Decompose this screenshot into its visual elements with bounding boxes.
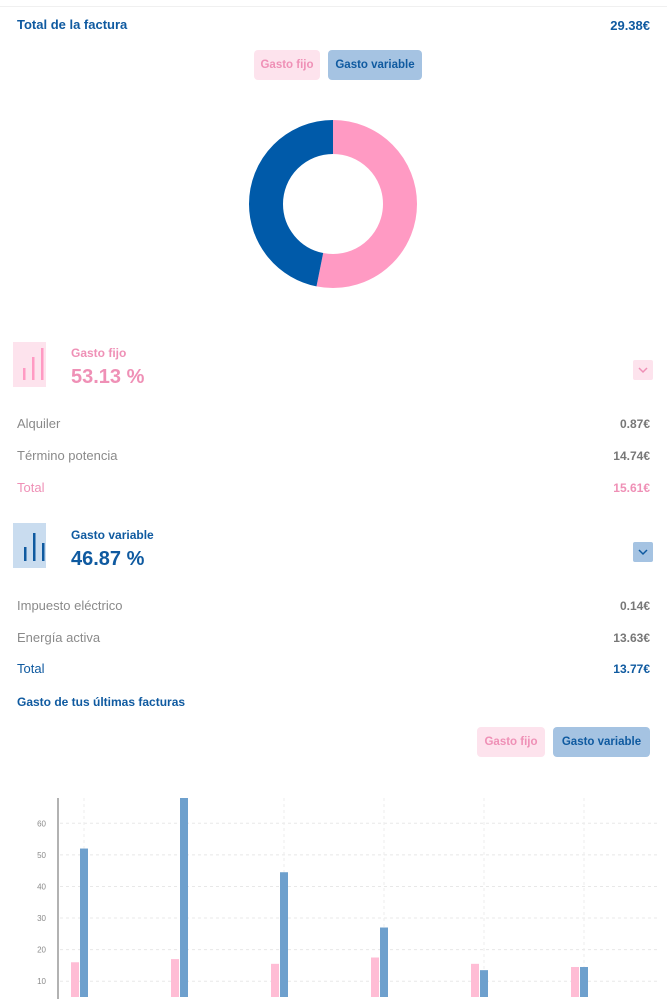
y-tick-label: 40 — [37, 882, 46, 891]
bar-gasto-fijo — [171, 959, 179, 997]
top-divider — [0, 6, 667, 7]
variable-chart-icon — [13, 523, 46, 568]
variable-total-value: 13.77€ — [613, 662, 650, 676]
fijo-total-value: 15.61€ — [613, 481, 650, 495]
fijo-chart-icon — [13, 342, 46, 387]
fijo-row-value: 14.74€ — [613, 449, 650, 463]
variable-row-value: 0.14€ — [619, 599, 650, 613]
history-toggle-gasto-fijo[interactable]: Gasto fijo — [477, 727, 545, 757]
donut-chart — [249, 120, 417, 288]
invoice-total-label: Total de la factura — [17, 17, 128, 32]
bar-gasto-fijo — [471, 963, 479, 997]
fijo-total-label: Total — [17, 480, 45, 495]
bar-gasto-variable — [180, 798, 188, 997]
bar-gasto-fijo — [371, 957, 379, 997]
fijo-row-label: Alquiler — [17, 416, 61, 431]
fijo-row-value: 0.87€ — [619, 417, 650, 431]
bar-gasto-variable — [580, 966, 588, 997]
toggle-gasto-variable[interactable]: Gasto variable — [328, 50, 422, 80]
variable-title: Gasto variable — [71, 528, 154, 542]
toggle-gasto-fijo[interactable]: Gasto fijo — [254, 50, 320, 80]
fijo-title: Gasto fijo — [71, 346, 127, 360]
y-tick-label: 30 — [37, 914, 46, 923]
variable-total-label: Total — [17, 661, 45, 676]
bar-gasto-fijo — [271, 963, 279, 997]
bar-gasto-variable — [280, 872, 288, 997]
chevron-down-icon — [638, 367, 648, 374]
fijo-expand-button[interactable] — [633, 360, 653, 380]
variable-row-label: Impuesto eléctrico — [17, 598, 123, 613]
variable-row-value: 13.63€ — [613, 631, 650, 645]
chevron-down-icon — [638, 549, 648, 556]
fijo-row-label: Término potencia — [17, 448, 118, 463]
bar-gasto-variable — [480, 970, 488, 997]
history-title: Gasto de tus últimas facturas — [17, 695, 186, 709]
bar-gasto-variable — [80, 848, 88, 997]
variable-row-label: Energía activa — [17, 630, 101, 645]
history-bar-chart: 10 20 30 40 50 60 — [37, 798, 660, 999]
fijo-percent: 53.13 % — [71, 366, 145, 388]
bar-gasto-variable — [380, 927, 388, 997]
history-toggle-gasto-variable[interactable]: Gasto variable — [553, 727, 650, 757]
y-tick-label: 20 — [37, 946, 46, 955]
y-tick-label: 60 — [37, 819, 46, 828]
y-tick-label: 50 — [37, 851, 46, 860]
bar-gasto-fijo — [571, 966, 579, 997]
y-tick-label: 10 — [37, 977, 46, 986]
donut-segment-variable[interactable] — [249, 120, 417, 288]
variable-expand-button[interactable] — [633, 542, 653, 562]
bar-gasto-fijo — [71, 962, 79, 997]
variable-percent: 46.87 % — [71, 548, 145, 570]
invoice-total-value: 29.38€ — [610, 18, 650, 33]
